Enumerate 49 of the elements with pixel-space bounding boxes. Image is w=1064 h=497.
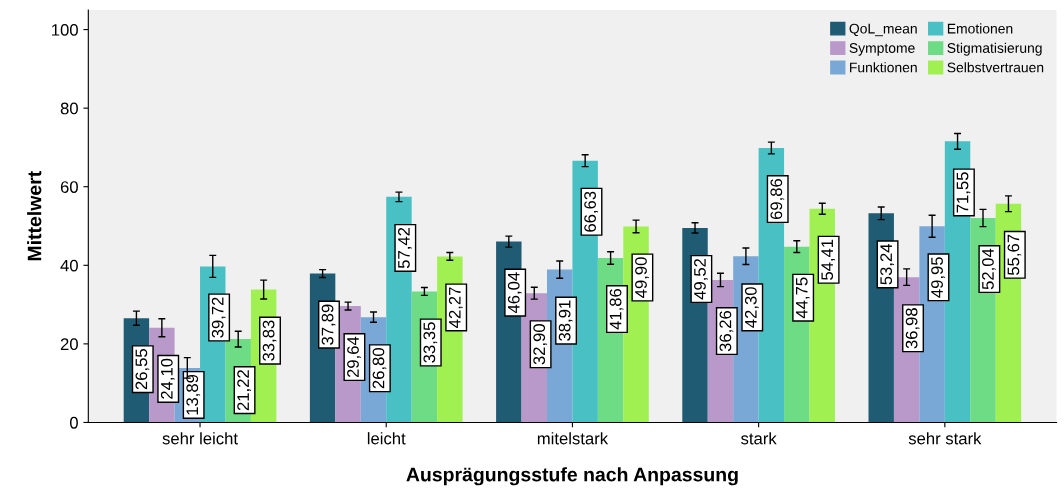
y-tick-label: 100: [52, 23, 78, 36]
legend-label: Emotionen: [947, 23, 1013, 34]
data-label: 33,35: [423, 322, 438, 363]
data-label: 39,72: [211, 297, 226, 338]
data-label: 53,24: [880, 243, 895, 285]
data-label: 54,41: [821, 239, 836, 280]
y-tick-label: 60: [60, 181, 78, 193]
data-label: 52,04: [982, 248, 996, 290]
data-label: 49,52: [694, 258, 708, 300]
data-label: 26,80: [372, 348, 387, 389]
data-label: 71,55: [956, 172, 971, 213]
data-label: 44,75: [796, 277, 810, 319]
data-label: 24,10: [160, 358, 175, 399]
y-tick-label: 80: [60, 102, 78, 115]
y-tick-label: 0: [69, 416, 78, 429]
legend-label: QoL_mean: [849, 23, 917, 37]
data-label: 57,42: [397, 227, 412, 269]
x-tick-label: mitelstark: [537, 432, 609, 445]
legend-label: Symptome: [849, 43, 915, 56]
data-label: 13,89: [186, 374, 201, 415]
data-label: 21,22: [237, 370, 252, 411]
data-label: 36,26: [719, 310, 734, 352]
x-tick-label: sehr stark: [908, 432, 982, 445]
data-label: 46,04: [507, 272, 522, 314]
legend-label: Stigmatisierung: [947, 42, 1042, 56]
x-tick-label: leicht: [367, 432, 406, 445]
legend-label: Selbstvertrauen: [947, 62, 1044, 73]
data-label: 49,90: [635, 257, 649, 298]
x-tick-label: sehr leicht: [162, 432, 238, 445]
data-label: 37,89: [321, 304, 336, 345]
data-label: 38,91: [558, 300, 573, 341]
data-label: 66,63: [584, 191, 598, 232]
data-label: 36,98: [905, 308, 920, 349]
data-label: 33,83: [262, 320, 277, 361]
legend-label: Funktionen: [850, 62, 917, 73]
data-label: 69,86: [770, 178, 785, 220]
data-label: 49,95: [931, 257, 945, 298]
data-label: 42,27: [448, 287, 463, 328]
x-axis-title: Ausprägungsstufe nach Anpassung: [406, 467, 738, 486]
data-label: 55,67: [1007, 234, 1022, 275]
data-label: 29,64: [347, 336, 361, 378]
data-label: 32,90: [533, 324, 548, 365]
y-axis-title: Mittelwert: [27, 171, 42, 261]
data-label: 42,30: [744, 287, 759, 328]
x-tick-label: stark: [741, 432, 777, 445]
y-tick-label: 20: [60, 338, 78, 351]
y-tick-label: 40: [60, 259, 78, 272]
data-label: 41,86: [609, 288, 624, 330]
data-label: 26,55: [135, 349, 150, 390]
